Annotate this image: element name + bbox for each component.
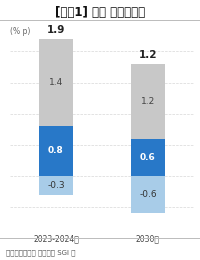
Bar <box>39 39 73 126</box>
Text: 0.6: 0.6 <box>140 153 156 162</box>
Text: (% p): (% p) <box>10 27 30 36</box>
Text: 생산함수접근법 이용하여 SGI 자: 생산함수접근법 이용하여 SGI 자 <box>6 250 76 256</box>
Bar <box>39 126 73 176</box>
Text: 1.2: 1.2 <box>139 49 157 60</box>
Text: 0.8: 0.8 <box>48 146 64 155</box>
Text: [그림1] 국내 잠재성장률: [그림1] 국내 잠재성장률 <box>55 6 145 20</box>
Bar <box>131 64 165 139</box>
Text: -0.3: -0.3 <box>47 181 65 190</box>
Text: 1.2: 1.2 <box>141 97 155 106</box>
Text: 1.9: 1.9 <box>47 25 65 35</box>
Text: -0.6: -0.6 <box>139 190 157 199</box>
Bar <box>131 176 165 213</box>
Bar <box>39 176 73 194</box>
Bar <box>131 139 165 176</box>
Text: 1.4: 1.4 <box>49 78 63 87</box>
